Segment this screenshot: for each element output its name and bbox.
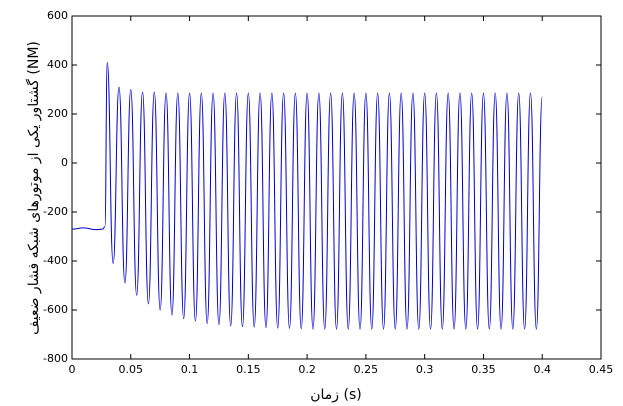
y-tick-label: 0 — [61, 156, 68, 169]
plot-frame — [71, 15, 602, 360]
y-tick-label: 200 — [47, 107, 68, 120]
y-tick-label: 400 — [47, 58, 68, 71]
x-tick-label: 0 — [69, 363, 76, 376]
y-tick-label: -800 — [43, 352, 68, 365]
x-tick-label: 0.05 — [119, 363, 144, 376]
line-series — [71, 62, 543, 330]
x-tick-label: 0.25 — [354, 363, 379, 376]
x-tick-label: 0.1 — [181, 363, 199, 376]
y-axis-label: گشتاور یکی از موتورهای شبکه فشار ضعیف (N… — [25, 41, 42, 335]
x-tick-label: 0.45 — [589, 363, 614, 376]
x-axis-label: زمان (s) — [310, 387, 361, 403]
y-tick-label: 600 — [47, 9, 68, 22]
y-tick-label: -200 — [43, 205, 68, 218]
x-tick-label: 0.15 — [236, 363, 261, 376]
x-tick-label: 0.3 — [416, 363, 434, 376]
y-tick-label: -400 — [43, 254, 68, 267]
y-tick-label: -600 — [43, 303, 68, 316]
x-tick-label: 0.35 — [471, 363, 496, 376]
x-tick-label: 0.2 — [298, 363, 316, 376]
x-tick-label: 0.4 — [533, 363, 551, 376]
